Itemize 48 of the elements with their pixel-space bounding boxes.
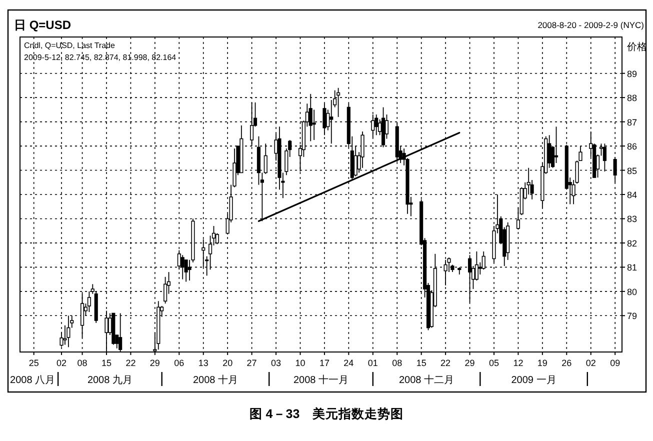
- x-tick-label: 15: [416, 358, 426, 368]
- x-tick-label: 20: [222, 358, 233, 368]
- chart-subtitle: 2008-8-20 - 2009-2-9 (NYC): [538, 20, 644, 30]
- x-tick-label: 05: [488, 358, 499, 368]
- x-tick-label: 17: [319, 358, 330, 368]
- x-tick-label: 08: [392, 358, 402, 368]
- x-tick-label: 02: [586, 358, 596, 368]
- x-tick-label: 25: [28, 358, 39, 368]
- x-tick-label: 13: [198, 358, 208, 368]
- x-tick-label: 22: [440, 358, 451, 368]
- chart-title: 日 Q=USD: [14, 18, 72, 32]
- x-tick-label: 06: [174, 358, 184, 368]
- y-tick-label: 88: [627, 93, 638, 104]
- y-tick-label: 81: [627, 262, 638, 273]
- x-tick-label: 10: [295, 358, 306, 368]
- x-tick-label: 15: [101, 358, 112, 368]
- y-axis-title: 价格: [626, 41, 647, 53]
- x-tick-label: 26: [562, 358, 572, 368]
- y-tick-label: 83: [627, 214, 638, 224]
- x-tick-label: 09: [610, 358, 620, 368]
- text: 2008 十二月: [399, 374, 454, 386]
- annotation: Cndl, Q=USD, Last Trade: [24, 41, 116, 50]
- x-tick-label: 02: [56, 358, 67, 368]
- y-tick-label: 80: [627, 286, 638, 297]
- text: 2009 一月: [511, 375, 556, 386]
- x-tick-label: 27: [246, 358, 257, 368]
- text: 2008 八月: [10, 375, 56, 386]
- y-tick-label: 79: [627, 311, 638, 322]
- x-tick-label: 08: [77, 358, 88, 368]
- y-tick-label: 82: [627, 238, 638, 248]
- x-tick-label: 29: [464, 358, 475, 368]
- y-tick-label: 85: [627, 166, 638, 176]
- x-tick-label: 01: [368, 358, 378, 368]
- x-tick-label: 24: [344, 358, 354, 368]
- y-tick-label: 84: [627, 190, 638, 200]
- text: 2008 十一月: [293, 374, 349, 386]
- y-tick-label: 87: [627, 117, 638, 128]
- x-tick-label: 19: [537, 358, 548, 368]
- text: 2008 九月: [87, 374, 132, 386]
- x-tick-label: 22: [126, 358, 136, 368]
- x-tick-label: 03: [271, 358, 282, 368]
- y-tick-label: 89: [627, 68, 638, 79]
- annotation: 2009-5-12, 82.745, 82.874, 81.998, 82.164: [24, 53, 177, 62]
- caption: 图 4－33 美元指数走势图: [249, 406, 404, 421]
- text: 2008 十月: [192, 374, 238, 386]
- y-tick-label: 86: [627, 142, 638, 152]
- x-tick-label: 12: [513, 358, 524, 368]
- x-tick-label: 29: [150, 358, 160, 368]
